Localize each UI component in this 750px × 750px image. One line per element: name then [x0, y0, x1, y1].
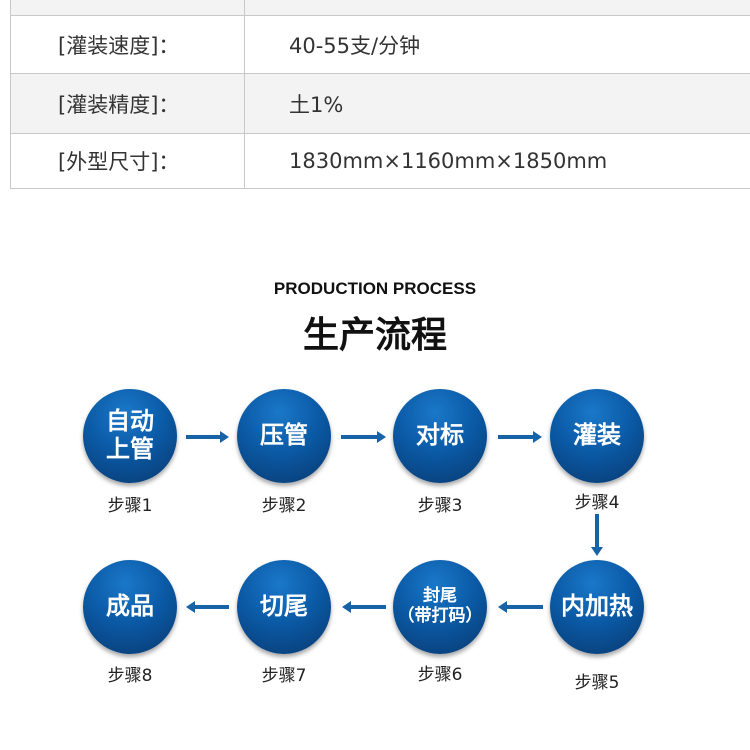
step-label: 步骤6: [417, 665, 463, 685]
spec-value: 土1%: [289, 92, 344, 117]
spec-row: [外型尺寸]： 1830mm×1160mm×1850mm: [11, 133, 750, 188]
spec-value: 40-55支/分钟: [289, 33, 421, 58]
step-name: 自动 上管: [106, 407, 154, 463]
arrow-icon: [498, 431, 542, 443]
step-circle-2: 压管: [237, 389, 331, 483]
spec-value: 1830mm×1160mm×1850mm: [289, 149, 608, 173]
step-name: 灌装: [573, 421, 621, 450]
arrow-icon: [342, 601, 386, 613]
step-circle-7: 切尾: [237, 560, 331, 654]
section-title-en: PRODUCTION PROCESS: [273, 279, 477, 298]
spec-row: [灌装精度]： 土1%: [11, 73, 750, 133]
spec-label: [外型尺寸]：: [11, 134, 245, 188]
arrow-icon: [591, 514, 603, 556]
step-circle-5: 内加热: [550, 560, 644, 654]
step-circle-3: 对标: [393, 389, 487, 483]
arrow-icon: [341, 431, 386, 443]
spec-value: [245, 0, 750, 15]
step-label: 步骤1: [107, 496, 153, 516]
step-name: 对标: [416, 421, 464, 450]
spec-table: [灌装速度]： 40-55支/分钟 [灌装精度]： 土1% [外型尺寸]： 18…: [10, 0, 750, 189]
step-label: 步骤7: [261, 666, 307, 686]
arrow-icon: [498, 601, 543, 613]
step-circle-1: 自动 上管: [83, 389, 177, 483]
arrow-icon: [186, 431, 229, 443]
section-title-zh: 生产流程: [302, 315, 447, 356]
step-label: 步骤4: [574, 493, 620, 513]
spec-label: [11, 0, 245, 15]
step-name: 成品: [106, 592, 154, 621]
spec-label: [灌装精度]：: [11, 74, 245, 133]
step-label: 步骤5: [574, 673, 620, 693]
step-name: 封尾 （带打码）: [397, 586, 483, 626]
step-name: 压管: [260, 421, 308, 450]
step-circle-6: 封尾 （带打码）: [393, 560, 487, 654]
spec-label: [灌装速度]：: [11, 16, 245, 73]
step-name: 内加热: [561, 592, 633, 621]
step-circle-4: 灌装: [550, 389, 644, 483]
step-circle-8: 成品: [83, 560, 177, 654]
spec-row: [灌装速度]： 40-55支/分钟: [11, 15, 750, 73]
step-label: 步骤2: [261, 496, 307, 516]
step-name: 切尾: [260, 592, 308, 621]
spec-row: [11, 0, 750, 15]
arrow-icon: [186, 601, 229, 613]
step-label: 步骤8: [107, 666, 153, 686]
step-label: 步骤3: [417, 496, 463, 516]
